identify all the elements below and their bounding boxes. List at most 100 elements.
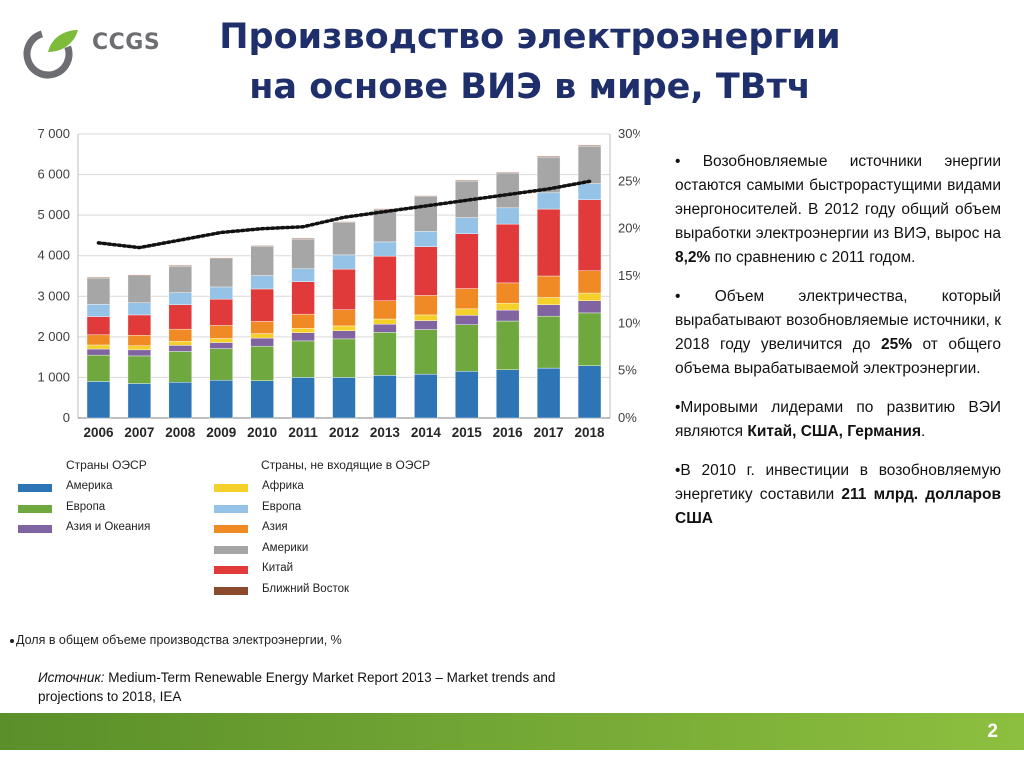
bar-segment	[332, 309, 356, 327]
y2-tick-label: 25%	[618, 173, 640, 188]
bar-segment	[291, 377, 315, 419]
bar-segment	[496, 282, 520, 304]
bar-segment	[414, 195, 438, 197]
bullet-text: •Мировыми лидерами по развитию ВЭИ являю…	[675, 399, 1001, 440]
bar-segment	[536, 192, 561, 210]
bullet-text: • Объем электричества, который вырабатыв…	[675, 288, 1001, 353]
bar-segment	[536, 304, 561, 317]
bar-segment	[536, 297, 561, 306]
y2-tick-label: 30%	[618, 126, 640, 141]
bar-segment	[86, 354, 111, 382]
bullet-item: •Мировыми лидерами по развитию ВЭИ являю…	[675, 396, 1001, 444]
bar-segment	[168, 345, 192, 352]
bar-segment	[496, 223, 520, 284]
bullet-text: • Возобновляемые источники энергии остаю…	[675, 153, 1001, 242]
bar-segment	[291, 281, 315, 315]
y2-tick-label: 15%	[618, 268, 640, 283]
bar-segment	[577, 270, 602, 294]
bullet-item: •В 2010 г. инвестиции в возобновляемую э…	[675, 459, 1001, 531]
bar-segment	[250, 380, 274, 419]
bar-segment	[86, 304, 111, 317]
x-tick-label: 2010	[247, 425, 277, 440]
legend-label: Азия	[262, 521, 288, 533]
bar-segment	[168, 292, 192, 306]
y-tick-label: 5 000	[37, 207, 70, 222]
bar-segment	[209, 298, 233, 326]
bar-segment	[373, 241, 397, 257]
bar-segment	[209, 286, 233, 300]
legend-label: Китай	[262, 562, 294, 574]
bullet-item: • Объем электричества, который вырабатыв…	[675, 285, 1001, 381]
bar-segment	[168, 304, 192, 330]
x-tick-label: 2017	[534, 425, 564, 440]
bar-segment	[250, 275, 274, 290]
bar-segment	[291, 332, 315, 342]
bar-segment	[496, 171, 520, 174]
y2-tick-label: 10%	[618, 315, 640, 330]
bar-segment	[455, 217, 479, 235]
bar-segment	[455, 288, 479, 310]
bar-segment	[86, 277, 111, 279]
legend-group-oecd-title: Страны ОЭСР	[66, 458, 147, 472]
bar-segment	[536, 367, 561, 419]
bar-segment	[250, 337, 274, 347]
bar-segment	[86, 316, 111, 336]
bar-segment	[127, 314, 152, 336]
bullet-emphasis: 25%	[880, 336, 912, 353]
bar-segment	[168, 266, 192, 293]
bar-segment	[496, 369, 520, 419]
bar-segment	[86, 381, 111, 419]
logo-text: CCGS	[92, 30, 161, 55]
y-tick-label: 3 000	[37, 288, 70, 303]
bullet-text: от общего объема вырабатываемой электроэ…	[675, 336, 1001, 377]
y-tick-label: 7 000	[37, 126, 70, 141]
bar-segment	[209, 380, 233, 419]
bar-segment	[250, 333, 274, 339]
bar-segment	[373, 375, 397, 419]
x-tick-label: 2014	[411, 425, 442, 440]
bar-segment	[577, 145, 602, 184]
legend-swatch	[18, 525, 52, 533]
bar-segment	[373, 300, 397, 320]
bar-segment	[127, 335, 152, 346]
bar-segment	[414, 314, 438, 321]
bar-segment	[291, 268, 315, 282]
bar-segment	[414, 373, 438, 419]
bar-segment	[127, 274, 152, 276]
page-number: 2	[987, 721, 998, 742]
bullet-text: по сравнению с 2011 годом.	[710, 249, 916, 266]
bar-segment	[168, 351, 192, 383]
title-line-2: на основе ВИЭ в мире, ТВтч	[249, 67, 811, 107]
chart-legend: Страны ОЭСР Страны, не входящие в ОЭСР А…	[18, 458, 518, 608]
bar-segment	[536, 156, 561, 158]
x-tick-label: 2016	[493, 425, 524, 440]
y-tick-label: 4 000	[37, 248, 70, 263]
bar-segment	[455, 180, 479, 182]
bar-segment	[455, 371, 479, 419]
bar-segment	[127, 275, 152, 303]
bar-segment	[577, 199, 602, 271]
line-series-note: Доля в общем объеме производства электро…	[10, 633, 342, 647]
bar-segment	[209, 338, 233, 343]
bullet-text: .	[921, 423, 926, 440]
bar-segment	[250, 246, 274, 276]
bar-segment	[496, 320, 520, 370]
bar-segment	[168, 328, 192, 342]
dot-icon	[10, 638, 14, 643]
bullet-emphasis: 8,2%	[675, 249, 711, 266]
bar-segment	[455, 315, 479, 325]
bar-segment	[332, 222, 356, 256]
source-note: Источник: Medium-Term Renewable Energy M…	[38, 668, 618, 706]
legend-swatch	[214, 566, 248, 574]
bar-segment	[332, 377, 356, 419]
x-tick-label: 2015	[452, 425, 483, 440]
bar-segment	[86, 348, 111, 356]
bar-segment	[127, 355, 152, 384]
legend-swatch	[214, 586, 248, 595]
bar-segment	[414, 329, 438, 375]
slide-title: Производство электроэнергии на основе ВИ…	[200, 12, 860, 112]
bullet-emphasis: 211 млрд. долларов США	[675, 486, 1001, 527]
bar-segment	[291, 328, 315, 334]
bar-segment	[496, 309, 520, 322]
bar-segment	[577, 365, 602, 419]
